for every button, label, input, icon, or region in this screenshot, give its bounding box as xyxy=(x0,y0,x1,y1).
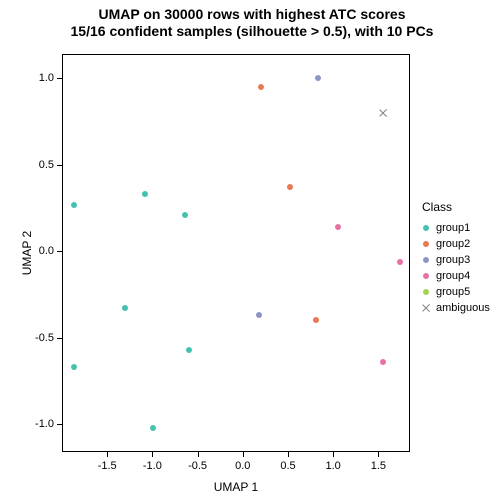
x-axis-label: UMAP 1 xyxy=(62,480,410,494)
legend-item: group4 xyxy=(422,268,490,284)
legend-item: ambiguous xyxy=(422,300,490,316)
y-tick-mark xyxy=(57,338,62,339)
legend-item: group1 xyxy=(422,220,490,236)
y-tick-label: -1.0 xyxy=(32,418,54,430)
x-tick-mark xyxy=(152,452,153,457)
x-tick-mark xyxy=(198,452,199,457)
y-tick-mark xyxy=(57,78,62,79)
circle-icon xyxy=(422,272,430,280)
legend-label: ambiguous xyxy=(436,302,490,314)
circle-icon xyxy=(422,288,430,296)
legend-title: Class xyxy=(422,200,490,214)
legend-label: group4 xyxy=(436,270,470,282)
y-axis-label: UMAP 2 xyxy=(20,228,34,278)
legend-label: group1 xyxy=(436,222,470,234)
x-tick-label: -1.0 xyxy=(143,460,162,472)
legend-label: group5 xyxy=(436,286,470,298)
circle-icon xyxy=(422,240,430,248)
legend-label: group2 xyxy=(436,238,470,250)
y-tick-label: 1.0 xyxy=(32,72,54,84)
x-tick-mark xyxy=(107,452,108,457)
legend-item: group2 xyxy=(422,236,490,252)
y-tick-mark xyxy=(57,424,62,425)
x-icon xyxy=(422,304,430,312)
legend-item: group5 xyxy=(422,284,490,300)
y-tick-label: -0.5 xyxy=(32,332,54,344)
x-tick-mark xyxy=(333,452,334,457)
umap-scatter: UMAP on 30000 rows with highest ATC scor… xyxy=(0,0,504,504)
x-tick-label: 0.5 xyxy=(280,460,295,472)
chart-title-line1: UMAP on 30000 rows with highest ATC scor… xyxy=(0,6,504,23)
y-tick-mark xyxy=(57,251,62,252)
legend-label: group3 xyxy=(436,254,470,266)
x-tick-label: 1.5 xyxy=(371,460,386,472)
x-tick-mark xyxy=(288,452,289,457)
x-tick-label: -1.5 xyxy=(98,460,117,472)
y-tick-label: 0.0 xyxy=(32,245,54,257)
x-tick-label: 0.0 xyxy=(235,460,250,472)
y-tick-label: 0.5 xyxy=(32,159,54,171)
y-tick-mark xyxy=(57,165,62,166)
x-tick-mark xyxy=(243,452,244,457)
chart-title: UMAP on 30000 rows with highest ATC scor… xyxy=(0,6,504,40)
chart-title-line2: 15/16 confident samples (silhouette > 0.… xyxy=(0,23,504,40)
circle-icon xyxy=(422,256,430,264)
legend: Class group1 group2 group3 group4 group5 ambi… xyxy=(422,200,490,316)
x-tick-label: -0.5 xyxy=(188,460,207,472)
circle-icon xyxy=(422,224,430,232)
x-tick-mark xyxy=(378,452,379,457)
x-tick-label: 1.0 xyxy=(326,460,341,472)
legend-item: group3 xyxy=(422,252,490,268)
plot-area xyxy=(62,54,410,452)
